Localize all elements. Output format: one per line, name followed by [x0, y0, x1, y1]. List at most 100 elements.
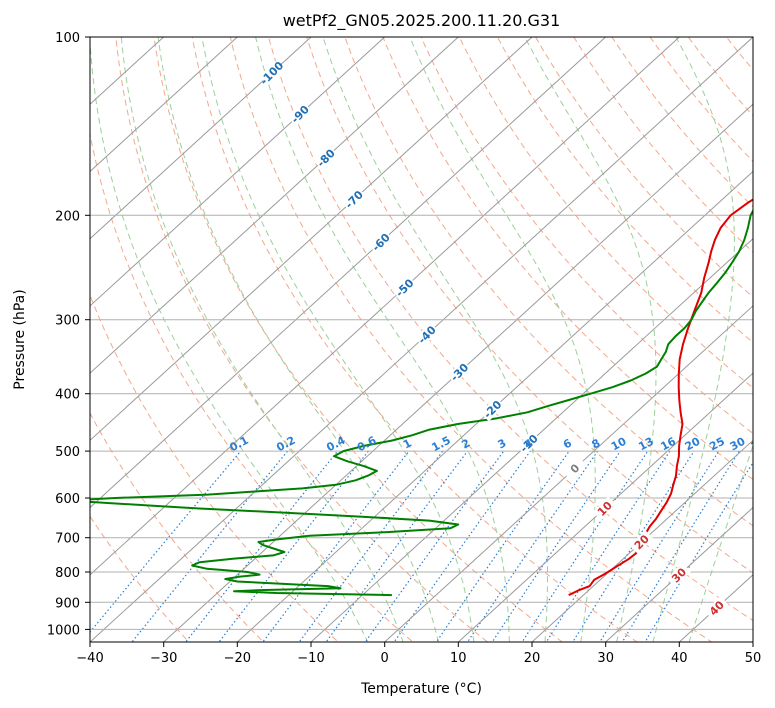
x-axis: −40 −30 −20 −10 0 10 20 30 40 50	[76, 642, 761, 666]
dry-adiabat	[115, 37, 489, 642]
isotherm-line	[310, 238, 753, 642]
dry-adiabat	[382, 37, 753, 481]
isotherm-line	[678, 574, 753, 642]
mixing-ratio-line	[262, 450, 410, 642]
y-tick-label: 200	[55, 209, 80, 224]
mixing-ratio-label: 16	[658, 435, 678, 454]
dry-adiabat	[496, 37, 753, 344]
y-tick-label: 500	[55, 445, 80, 460]
moist-adiabat	[322, 37, 548, 642]
x-tick-label: 0	[381, 651, 389, 666]
isotherm-line	[457, 372, 753, 642]
x-tick-label: −30	[150, 651, 177, 666]
mixing-ratio-line	[435, 450, 570, 642]
mixing-ratio-label: 25	[707, 435, 727, 454]
plot-frame	[89, 36, 754, 643]
moist-adiabats	[90, 37, 753, 642]
mixing-ratio-line	[218, 450, 369, 642]
mixing-ratio-line	[466, 450, 599, 642]
dry-adiabat	[90, 131, 414, 642]
x-tick-label: 50	[745, 651, 762, 666]
y-tick-label: 600	[55, 492, 80, 507]
mixing-ratio-line	[90, 450, 242, 634]
mixing-ratio-line	[131, 450, 289, 642]
isotherm-line	[90, 37, 460, 374]
dry-adiabat	[649, 37, 753, 163]
dry-adiabat	[153, 37, 564, 642]
moist-adiabat	[201, 37, 475, 642]
dry-adiabat	[611, 37, 753, 208]
pressure-gridlines	[90, 37, 753, 630]
isotherm-label-bg	[562, 456, 587, 481]
mixing-ratio-label: 13	[636, 435, 656, 454]
mixing-ratio-label: 1	[401, 436, 414, 451]
plot-area: -100-90-80-70-60-50-40-30-20-10010203040…	[90, 24, 775, 654]
x-axis-title: Temperature (°C)	[360, 681, 482, 697]
isotherm-line	[752, 641, 753, 642]
isotherm-line	[531, 439, 753, 642]
isotherm-line	[90, 37, 681, 576]
isotherm-label-bg	[313, 145, 338, 170]
dry-adiabats	[90, 24, 775, 654]
isotherm-label-bg	[704, 595, 729, 621]
isotherm-line	[90, 37, 239, 173]
y-tick-label: 800	[55, 566, 80, 581]
moist-adiabat	[255, 37, 510, 642]
isotherm-line	[604, 506, 753, 642]
moist-adiabat	[688, 443, 753, 642]
isotherm-label-bg	[447, 360, 472, 385]
dry-adiabat	[268, 37, 753, 622]
x-tick-label: −40	[76, 651, 103, 666]
x-tick-label: 10	[450, 651, 467, 666]
mixing-ratio-line	[521, 450, 649, 642]
dry-adiabat	[191, 37, 638, 642]
dry-adiabat	[458, 37, 753, 389]
mixing-ratio-label: 20	[683, 435, 703, 454]
moist-adiabat	[524, 37, 657, 642]
dewpoint-profile	[90, 208, 753, 597]
isotherm-label-bg	[629, 529, 654, 555]
isotherm-label-bg	[259, 60, 284, 86]
mixing-ratio-label: 10	[609, 435, 629, 454]
dry-adiabat	[306, 37, 753, 574]
y-tick-label: 100	[55, 31, 80, 46]
mixing-ratio-line	[184, 450, 339, 642]
dry-adiabat	[573, 37, 753, 253]
y-tick-label: 300	[55, 314, 80, 329]
x-tick-label: 20	[524, 651, 541, 666]
mixing-ratio-line	[644, 461, 753, 642]
isotherm-label-bg	[480, 397, 505, 422]
y-tick-label: 400	[55, 388, 80, 403]
dry-adiabat	[420, 37, 753, 435]
moist-adiabat	[652, 37, 735, 642]
isotherms	[90, 37, 753, 642]
isotherm-label-bg	[666, 563, 691, 588]
moist-adiabat	[90, 37, 369, 642]
isotherm-label-bg	[592, 496, 617, 521]
x-tick-label: 40	[671, 651, 688, 666]
mixing-ratio-label: 2	[459, 436, 472, 451]
moist-adiabat	[409, 37, 596, 642]
mixing-ratio-line	[491, 450, 621, 642]
x-tick-label: 30	[597, 651, 614, 666]
x-tick-label: −20	[224, 651, 251, 666]
chart-title: wetPf2_GN05.2025.200.11.20.G31	[283, 11, 561, 31]
mixing-ratio-line	[545, 450, 671, 642]
mixing-ratio-label: 8	[590, 436, 603, 451]
isotherm-label-bg	[414, 322, 439, 347]
mixing-ratio-label: 36	[749, 435, 769, 454]
y-axis-title: Pressure (hPa)	[12, 289, 28, 389]
dry-adiabat	[90, 293, 339, 642]
isotherm-line	[90, 37, 386, 307]
y-tick-label: 900	[55, 596, 80, 611]
moist-adiabat	[120, 37, 404, 642]
mixing-ratio-line	[364, 450, 505, 642]
isotherm-label-bg	[392, 275, 417, 300]
dry-adiabat	[725, 37, 753, 71]
isotherm-label-bg	[341, 187, 367, 212]
isotherm-line	[383, 305, 753, 642]
y-tick-label: 700	[55, 532, 80, 547]
moist-adiabat	[157, 37, 439, 642]
dry-adiabat	[754, 24, 775, 654]
